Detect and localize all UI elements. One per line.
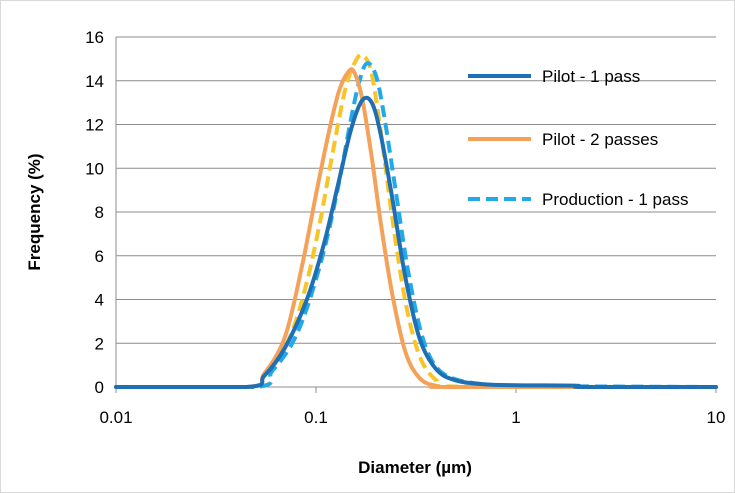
y-tick-label: 14 <box>85 72 104 91</box>
series-line-4 <box>116 55 716 387</box>
series-lines <box>116 55 716 387</box>
y-tick-label: 0 <box>95 378 104 397</box>
y-tick-label: 8 <box>95 203 104 222</box>
legend-label-2: Pilot - 2 passes <box>542 130 658 149</box>
x-tick-label: 0.01 <box>99 408 132 427</box>
y-tick-labels: 0 2 4 6 8 10 12 14 16 <box>85 28 104 397</box>
y-tick-label: 10 <box>85 159 104 178</box>
x-tick-label: 10 <box>707 408 726 427</box>
y-tick-label: 12 <box>85 116 104 135</box>
y-tick-label: 2 <box>95 334 104 353</box>
series-line-3 <box>116 63 716 387</box>
x-tick-label: 1 <box>511 408 520 427</box>
legend: Pilot - 1 pass Pilot - 2 passes Production… <box>468 67 688 209</box>
x-axis-title: Diameter (µm) <box>358 458 472 477</box>
series-line-2 <box>116 69 716 387</box>
y-tick-label: 16 <box>85 28 104 47</box>
legend-label-3: Production - 1 pass <box>542 190 688 209</box>
y-axis-title: Frequency (%) <box>25 153 44 270</box>
x-tick-labels: 0.01 0.1 1 10 <box>99 408 725 427</box>
legend-label-1: Pilot - 1 pass <box>542 67 640 86</box>
x-tick-label: 0.1 <box>304 408 328 427</box>
axes <box>116 37 716 393</box>
y-tick-label: 6 <box>95 247 104 266</box>
y-tick-label: 4 <box>95 291 104 310</box>
